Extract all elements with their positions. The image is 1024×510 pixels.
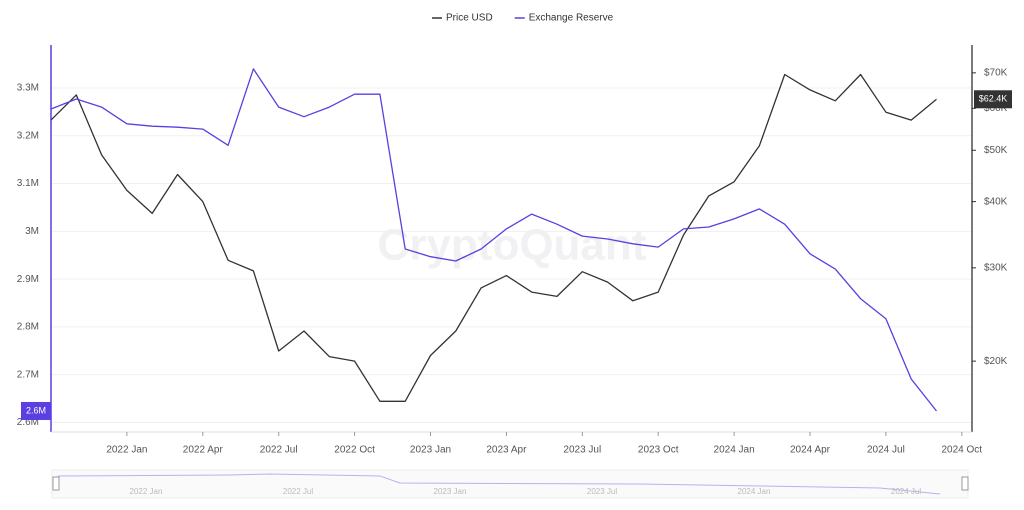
navigator-label: 2024 Jul [891,487,921,496]
navigator-label: 2023 Jan [434,487,467,496]
x-tick-label: 2024 Apr [790,445,831,456]
navigator-label: 2023 Jul [587,487,617,496]
y2-tick-label: $60K [984,103,1008,114]
y-tick-label: 3.3M [17,83,39,94]
legend-label: Exchange Reserve [529,13,614,24]
x-tick-label: 2023 Jul [563,445,601,456]
x-tick-label: 2022 Oct [334,445,375,456]
x-tick-label: 2024 Oct [942,445,983,456]
current-value-label: $62.4K [979,94,1008,104]
y2-tick-label: $70K [984,67,1008,78]
navigator-line [57,473,941,495]
legend-label: Price USD [446,13,493,24]
current-value-box [974,90,1012,109]
navigator[interactable]: 2022 Jan 2022 Jul 2023 Jan 2023 Jul 2024 Jan… [51,469,969,499]
y-tick-label: 2.9M [17,274,39,285]
y-tick-label: 3.1M [17,178,39,189]
y2-tick-label: $50K [984,145,1008,156]
navigator-frame [51,469,969,499]
x-tick-label: 2023 Jan [410,445,451,456]
x-tick-label: 2022 Jul [260,445,298,456]
x-tick-label: 2023 Apr [486,445,527,456]
series-line [50,68,938,412]
y2-tick-label: $40K [984,196,1008,207]
current-value-label: 2.6M [26,405,46,415]
navigator-handle[interactable] [961,476,969,491]
navigator-label: 2022 Jul [283,487,313,496]
navigator-handle[interactable] [52,476,60,491]
current-value-box [21,401,51,420]
navigator-label: 2024 Jan [738,487,771,496]
series-line [50,73,937,402]
x-tick-label: 2022 Apr [183,445,224,456]
y-tick-label: 3M [25,226,39,237]
navigator-label: 2022 Jan [130,487,163,496]
y2-tick-label: $30K [984,262,1008,273]
x-tick-label: 2024 Jul [867,445,905,456]
x-tick-label: 2023 Oct [638,445,679,456]
y-tick-label: 2.8M [17,322,39,333]
watermark: CryptoQuant [378,221,647,270]
y-tick-label: 2.7M [17,369,39,380]
y2-tick-label: $20K [984,356,1008,367]
x-tick-label: 2024 Jan [714,445,755,456]
y-tick-label: 3.2M [17,130,39,141]
x-tick-label: 2022 Jan [106,445,147,456]
y-tick-label: 2.6M [17,417,39,428]
